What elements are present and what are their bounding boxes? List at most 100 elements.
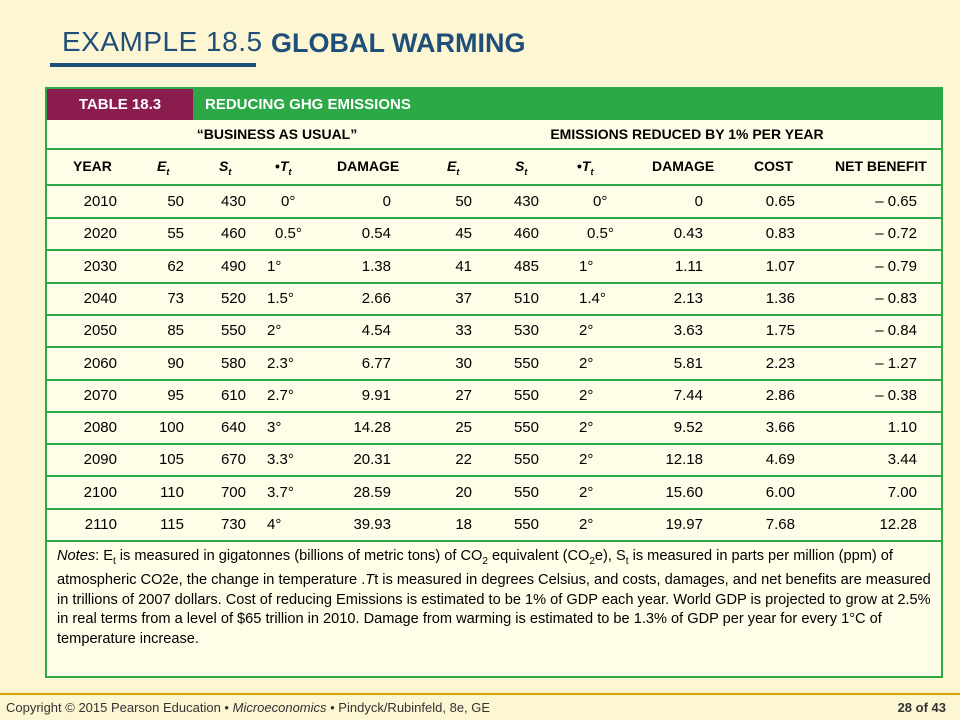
cell-s-red: 550: [513, 419, 539, 437]
cell-t-bau: 0.5°: [275, 225, 302, 243]
cell-s-red: 550: [513, 386, 539, 404]
col-e-red: Et: [447, 158, 460, 177]
cell-net-benefit: – 0.72: [875, 225, 917, 243]
col-damage-red: DAMAGE: [652, 158, 715, 174]
cell-s-red: 460: [513, 225, 539, 243]
col-s-bau: St: [219, 158, 232, 177]
group-header-reduced: EMISSIONS REDUCED BY 1% PER YEAR: [550, 126, 824, 142]
col-s-red: St: [515, 158, 528, 177]
cell-e-bau: 55: [167, 225, 184, 243]
cell-t-red: 2°: [579, 451, 594, 469]
col-net-benefit: NET BENEFIT: [835, 158, 927, 174]
cell-t-bau: 3.3°: [267, 451, 294, 469]
divider: [47, 346, 941, 349]
cell-year: 2050: [83, 322, 117, 340]
cell-t-red: 2°: [579, 322, 594, 340]
cell-year: 2080: [83, 419, 117, 437]
cell-s-red: 550: [513, 483, 539, 501]
cell-net-benefit: – 0.38: [875, 386, 917, 404]
cell-damage-red: 12.18: [665, 451, 703, 469]
cell-s-red: 550: [513, 451, 539, 469]
cell-net-benefit: 3.44: [887, 451, 917, 469]
cell-year: 2020: [83, 225, 117, 243]
cell-t-bau: 3°: [267, 419, 282, 437]
cell-s-red: 485: [513, 257, 539, 275]
cell-s-red: 550: [513, 516, 539, 533]
header-underline: [50, 63, 256, 67]
cell-net-benefit: 12.28: [879, 516, 917, 533]
table-row: 2050 85 550 2° 4.54 33 530 2° 3.63 1.75 – 0.84: [47, 315, 941, 346]
cell-t-bau: 2.3°: [267, 354, 294, 372]
cell-e-red: 45: [455, 225, 472, 243]
cell-e-bau: 110: [160, 483, 184, 501]
cell-damage-red: 3.63: [673, 322, 703, 340]
col-t-bau: •Tt: [275, 158, 292, 177]
cell-year: 2010: [83, 193, 117, 210]
cell-damage-bau: 9.91: [361, 386, 391, 404]
col-t-red: •Tt: [577, 158, 594, 177]
cell-damage-bau: 2.66: [361, 289, 391, 307]
cell-t-red: 2°: [579, 386, 594, 404]
cell-e-red: 41: [455, 257, 472, 275]
cell-e-red: 25: [455, 419, 472, 437]
divider: [47, 410, 941, 413]
cell-s-bau: 580: [220, 354, 246, 372]
divider: [47, 249, 941, 252]
example-title: GLOBAL WARMING: [271, 28, 526, 58]
cell-damage-bau: 28.59: [353, 483, 391, 501]
cell-net-benefit: – 0.83: [875, 289, 917, 307]
cell-s-red: 550: [513, 354, 539, 372]
example-label: EXAMPLE 18.5: [62, 26, 263, 57]
cell-cost: 2.23: [765, 354, 795, 372]
cell-damage-red: 1.11: [674, 257, 703, 275]
cell-damage-bau: 6.77: [361, 354, 391, 372]
table-row: 2110 115 730 4° 39.93 18 550 2° 19.97 7.68 12.28: [47, 509, 941, 540]
cell-damage-bau: 39.93: [353, 516, 391, 533]
cell-e-bau: 95: [167, 386, 184, 404]
page-number: 28 of 43: [897, 700, 946, 715]
cell-s-red: 430: [513, 193, 539, 210]
cell-year: 2030: [83, 257, 117, 275]
table-row: 2080 100 640 3° 14.28 25 550 2° 9.52 3.66 1.10: [47, 412, 941, 443]
group-header-bau: “BUSINESS AS USUAL”: [196, 126, 358, 142]
cell-year: 2070: [83, 386, 117, 404]
cell-e-red: 22: [455, 451, 472, 469]
cell-cost: 6.00: [765, 483, 795, 501]
cell-e-bau: 62: [167, 257, 184, 275]
cell-year: 2100: [83, 483, 117, 501]
cell-t-red: 1°: [579, 257, 594, 275]
divider: [47, 443, 941, 446]
cell-year: 2110: [84, 516, 117, 533]
cell-damage-red: 2.13: [673, 289, 703, 307]
table-row: 2100 110 700 3.7° 28.59 20 550 2° 15.60 6.00 7.00: [47, 477, 941, 508]
cell-e-bau: 85: [167, 322, 184, 340]
cell-s-bau: 490: [220, 257, 246, 275]
cell-t-bau: 2.7°: [267, 386, 294, 404]
cell-cost: 0.65: [765, 193, 795, 210]
footer-copyright: Copyright © 2015 Pearson Education • Mic…: [6, 700, 491, 715]
cell-damage-bau: 4.54: [361, 322, 391, 340]
column-header-row: YEAR Et St •Tt DAMAGE Et St •Tt DAMAGE C…: [47, 148, 941, 184]
table-row: 2090 105 670 3.3° 20.31 22 550 2° 12.18 4.69 3.44: [47, 444, 941, 475]
col-cost: COST: [754, 158, 793, 174]
cell-s-bau: 730: [220, 516, 246, 533]
cell-damage-bau: 0.54: [361, 225, 391, 243]
cell-cost: 4.69: [765, 451, 795, 469]
cell-t-red: 2°: [579, 516, 594, 533]
cell-net-benefit: – 1.27: [875, 354, 917, 372]
cell-e-bau: 100: [158, 419, 184, 437]
cell-damage-bau: 1.38: [361, 257, 391, 275]
cell-t-red: 0.5°: [587, 225, 614, 243]
cell-damage-bau: 14.28: [353, 419, 391, 437]
divider: [47, 507, 941, 510]
cell-t-red: 1.4°: [579, 289, 606, 307]
cell-net-benefit: – 0.79: [875, 257, 917, 275]
cell-e-bau: 105: [158, 451, 184, 469]
table-row: 2060 90 580 2.3° 6.77 30 550 2° 5.81 2.23 – 1.27: [47, 348, 941, 379]
cell-e-bau: 73: [167, 289, 184, 307]
cell-t-bau: 0°: [281, 193, 296, 210]
cell-s-bau: 550: [220, 322, 246, 340]
divider: [47, 378, 941, 381]
table-container: TABLE 18.3 REDUCING GHG EMISSIONS “BUSIN…: [45, 87, 943, 678]
cell-net-benefit: 7.00: [887, 483, 917, 501]
